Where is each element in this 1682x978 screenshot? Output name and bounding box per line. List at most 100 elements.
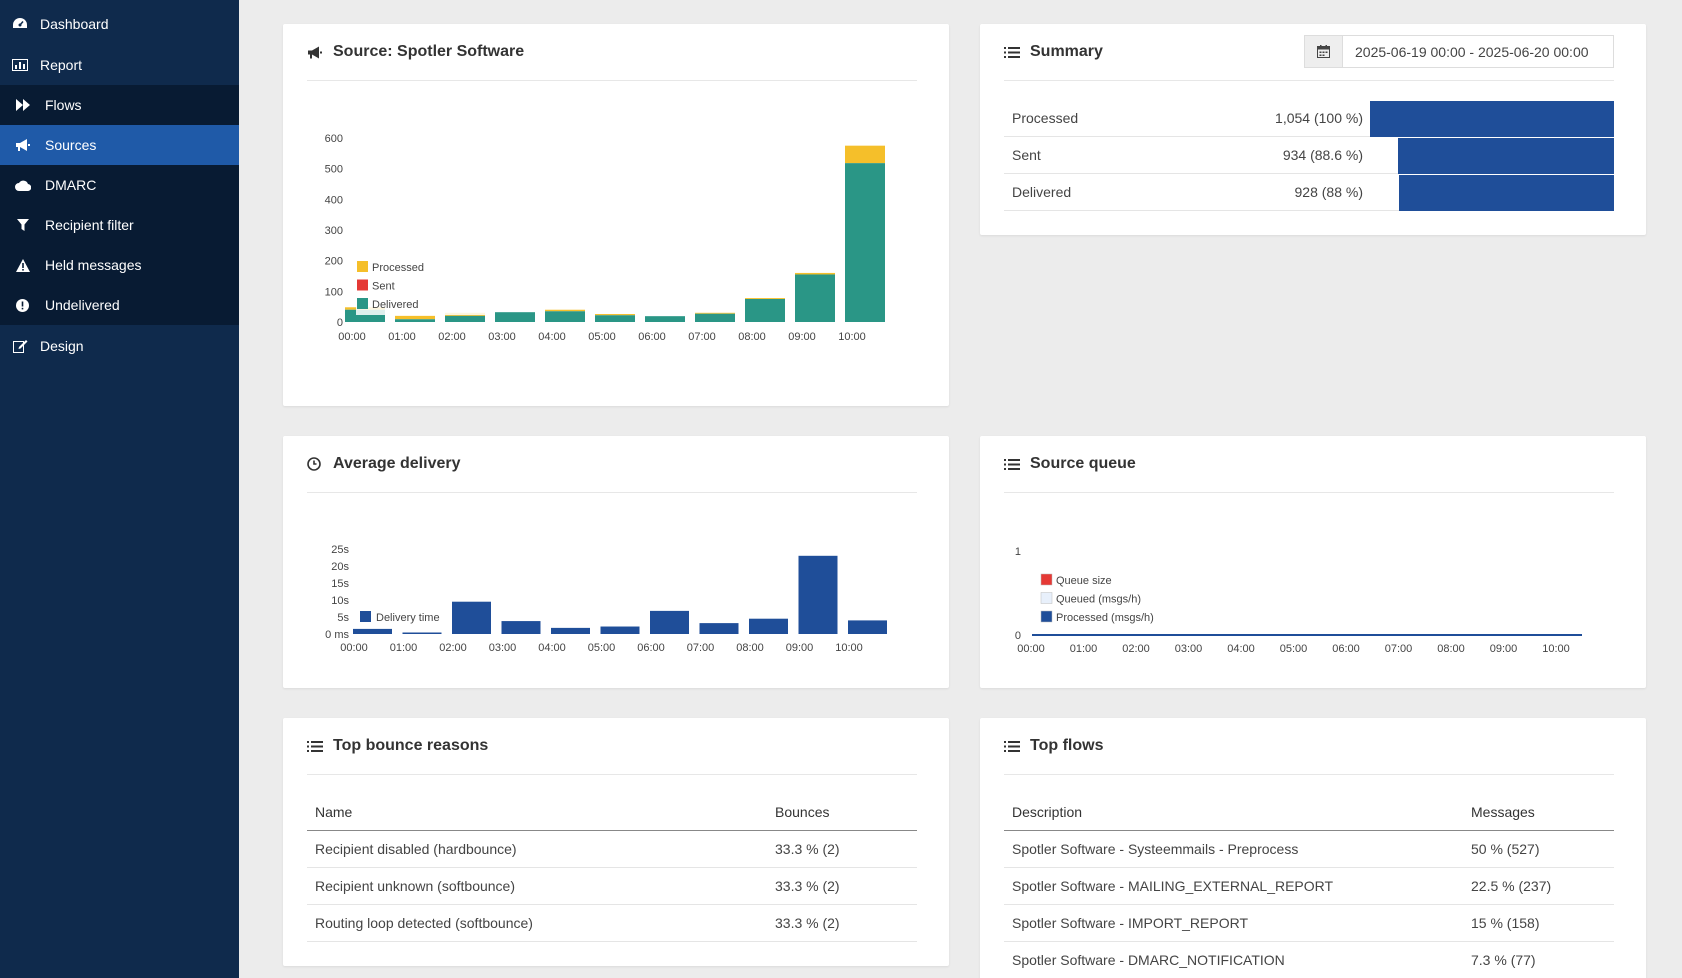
legend-swatch	[1040, 592, 1053, 604]
sidebar-item-design[interactable]: Design	[0, 326, 239, 366]
flows-table: Description Messages Spotler Software - …	[1004, 794, 1614, 978]
panel-title: Top bounce reasons	[333, 737, 489, 754]
source-queue-panel: Source queue 1 0 00:00 01:00 02:00 03:00 04:00…	[980, 436, 1646, 688]
date-range-picker[interactable]: 2025-06-19 00:00 - 2025-06-20 00:00	[1304, 35, 1614, 68]
sidebar-item-held-messages[interactable]: Held messages	[0, 245, 239, 285]
x-tick-label: 08:00	[736, 642, 764, 654]
summary-value: 928 (88 %)	[1294, 184, 1363, 200]
sidebar-item-dashboard[interactable]: Dashboard	[0, 4, 239, 44]
edit-icon	[0, 339, 40, 353]
report-icon	[0, 59, 40, 71]
bar-delivery-time	[551, 627, 590, 634]
legend-background	[356, 297, 494, 315]
panel-header: Top bounce reasons	[307, 718, 917, 775]
bar-delivery-time	[650, 610, 689, 634]
list-icon	[307, 740, 333, 753]
exclamation-icon	[0, 298, 45, 312]
table-row: Recipient unknown (softbounce) 33.3 % (2…	[307, 868, 917, 905]
x-tick-label: 06:00	[1332, 643, 1360, 655]
x-tick-label: 00:00	[340, 642, 368, 654]
sidebar-item-sources[interactable]: Sources	[0, 125, 239, 165]
y-tick-label: 5s	[337, 612, 349, 624]
sidebar: Dashboard Report Flows Sources DMARC Rec…	[0, 0, 239, 978]
x-tick-label: 05:00	[588, 331, 616, 343]
summary-value: 1,054 (100 %)	[1275, 110, 1363, 126]
legend-swatch	[357, 279, 368, 291]
bar-delivered	[795, 274, 835, 322]
x-tick-label: 09:00	[1490, 643, 1518, 655]
table-row: Spotler Software - IMPORT_REPORT 15 % (1…	[1004, 905, 1614, 942]
bar-delivery-time	[353, 628, 392, 634]
sidebar-item-report[interactable]: Report	[0, 45, 239, 85]
column-header-bounces[interactable]: Bounces	[775, 804, 830, 820]
x-tick-label: 08:00	[738, 331, 766, 343]
x-tick-label: 09:00	[788, 331, 816, 343]
table-row: Spotler Software - MAILING_EXTERNAL_REPO…	[1004, 868, 1614, 905]
summary-row-processed: Processed 1,054 (100 %)	[1004, 100, 1614, 137]
bar-delivered	[745, 299, 785, 322]
x-tick-label: 07:00	[1385, 643, 1413, 655]
x-tick-label: 10:00	[835, 642, 863, 654]
y-tick-label: 100	[325, 286, 343, 298]
table-row: Spotler Software - Systeemmails - Prepro…	[1004, 831, 1614, 868]
bar-delivered	[495, 312, 535, 322]
legend-label: Sent	[372, 281, 395, 293]
sidebar-item-label: Held messages	[45, 257, 142, 273]
y-tick-label: 400	[325, 194, 343, 206]
filter-icon	[0, 219, 45, 231]
sidebar-item-flows[interactable]: Flows	[0, 85, 239, 125]
summary-label: Sent	[1012, 147, 1041, 163]
list-icon	[1004, 458, 1030, 471]
bounce-name: Routing loop detected (softbounce)	[315, 915, 533, 931]
x-tick-label: 07:00	[687, 642, 715, 654]
bar-delivery-time	[848, 620, 887, 634]
bar-processed	[795, 272, 835, 275]
flow-description: Spotler Software - Systeemmails - Prepro…	[1012, 841, 1299, 857]
y-tick-label: 300	[325, 225, 343, 237]
source-chart: 0 100 200 300 400 500 600 00:00 01:00 02:00 03:00 0…	[325, 133, 885, 343]
legend-label: Processed	[372, 262, 424, 274]
column-header-description[interactable]: Description	[1012, 804, 1083, 820]
bar-delivery-time	[749, 618, 788, 634]
y-tick-label: 0 ms	[325, 629, 349, 641]
panel-title: Source: Spotler Software	[333, 43, 525, 60]
x-tick-label: 08:00	[1437, 643, 1465, 655]
x-tick-label: 10:00	[838, 331, 866, 343]
top-flows-panel: Top flows Description Messages Spotler S…	[980, 718, 1646, 978]
warning-icon	[0, 258, 45, 272]
bar-processed	[545, 309, 585, 312]
bar-processed	[845, 145, 885, 164]
legend-label: Queued (msgs/h)	[1056, 594, 1141, 606]
panel-header: Source: Spotler Software	[307, 24, 917, 81]
bar-delivered	[445, 315, 485, 322]
summary-bar	[1399, 175, 1614, 211]
panel-header: Source queue	[1004, 436, 1614, 493]
column-header-messages[interactable]: Messages	[1471, 804, 1535, 820]
flow-messages: 7.3 % (77)	[1471, 952, 1536, 968]
panel-header: Average delivery	[307, 436, 917, 493]
summary-row-delivered: Delivered 928 (88 %)	[1004, 174, 1614, 211]
x-tick-label: 10:00	[1542, 643, 1570, 655]
bounce-name: Recipient unknown (softbounce)	[315, 878, 516, 894]
sidebar-item-undelivered[interactable]: Undelivered	[0, 285, 239, 325]
sidebar-item-recipient-filter[interactable]: Recipient filter	[0, 205, 239, 245]
legend-swatch	[357, 298, 368, 309]
bounce-name: Recipient disabled (hardbounce)	[315, 841, 517, 857]
bullhorn-icon	[0, 139, 45, 151]
x-tick-label: 03:00	[488, 331, 516, 343]
calendar-icon	[1305, 36, 1343, 67]
panel-title: Average delivery	[333, 455, 461, 472]
sidebar-item-dmarc[interactable]: DMARC	[0, 165, 239, 205]
panel-header: Summary	[1004, 24, 1614, 81]
panel-title: Source queue	[1030, 455, 1136, 472]
sidebar-item-label: Recipient filter	[45, 217, 134, 233]
legend-label: Queue size	[1056, 575, 1112, 587]
x-tick-label: 01:00	[388, 331, 416, 343]
sidebar-item-label: Report	[40, 57, 83, 73]
panel-title: Top flows	[1030, 737, 1104, 754]
bar-delivery-time	[798, 555, 838, 634]
column-header-name[interactable]: Name	[315, 804, 353, 820]
legend-label: Delivery time	[376, 612, 440, 624]
bar-delivered	[595, 315, 635, 322]
y-tick-label: 0	[1015, 630, 1021, 642]
